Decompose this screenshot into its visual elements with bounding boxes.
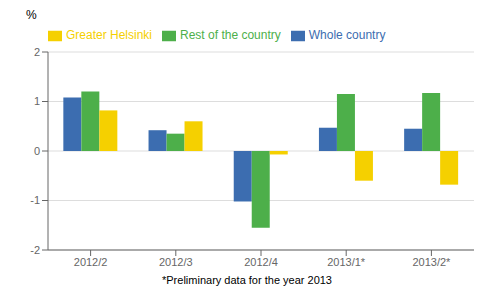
svg-text:2012/4: 2012/4 xyxy=(244,256,278,268)
svg-text:0: 0 xyxy=(34,145,40,157)
svg-text:2013/2*: 2013/2* xyxy=(412,256,451,268)
svg-text:-1: -1 xyxy=(30,194,40,206)
html-text:*Preliminary data for the year: *Preliminary data for the year 2013 xyxy=(162,274,332,286)
svg-text:2013/1*: 2013/1* xyxy=(327,256,366,268)
svg-text:-2: -2 xyxy=(30,244,40,256)
html-text:Rest of the country: Rest of the country xyxy=(180,28,281,42)
svg-text:2: 2 xyxy=(34,46,40,58)
svg-text:2012/2: 2012/2 xyxy=(74,256,108,268)
svg-text:2012/3: 2012/3 xyxy=(159,256,193,268)
html-text:Greater Helsinki: Greater Helsinki xyxy=(66,28,152,42)
html-text:Whole country: Whole country xyxy=(308,28,386,42)
svg-text:1: 1 xyxy=(34,95,40,107)
